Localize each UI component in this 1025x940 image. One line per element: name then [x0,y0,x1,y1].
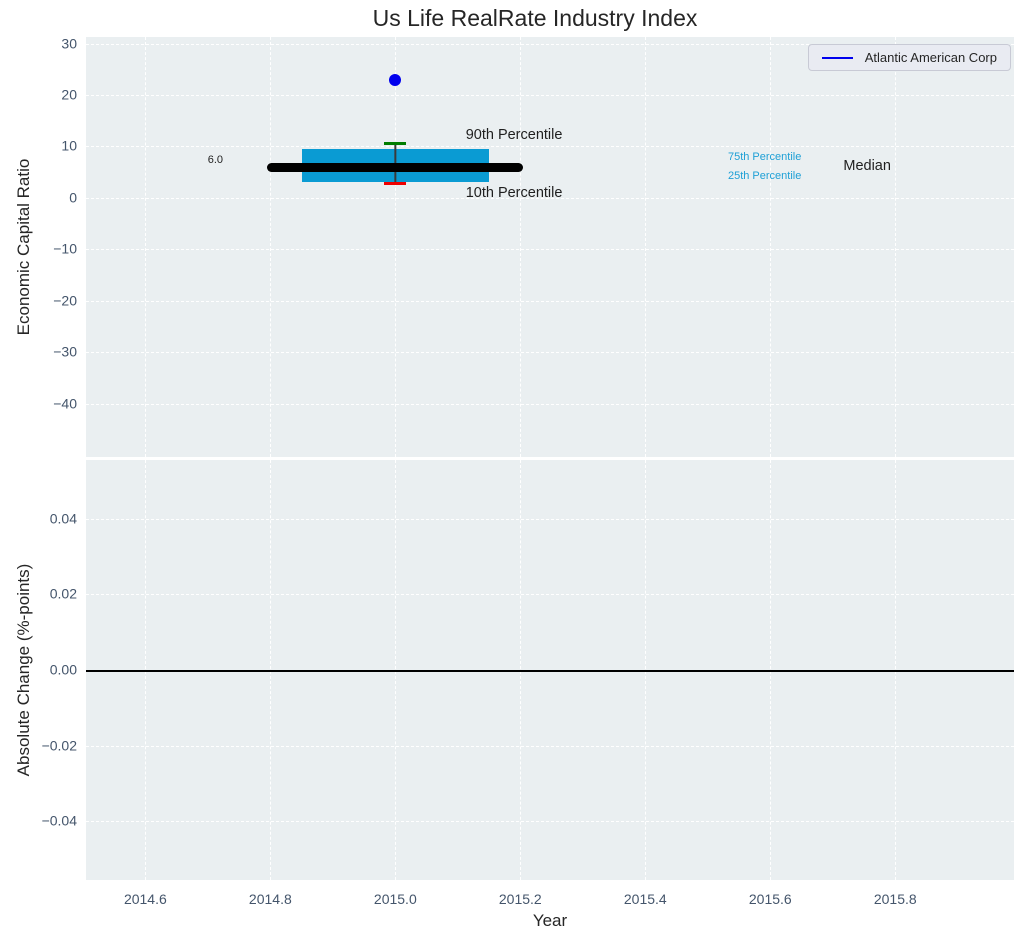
legend-line-sample [821,56,853,59]
median-label: Median [843,158,891,175]
x-tick-label: 2015.2 [498,891,542,907]
p90-label: 90th Percentile [465,126,563,143]
company-point-dot [389,74,402,87]
median-value-label: 6.0 [207,154,223,167]
horizontal-gridline [86,352,1014,354]
y-tick-label: −10 [53,240,77,257]
y-tick-label: −0.04 [41,813,77,830]
zero-change-line [86,670,1014,672]
vertical-gridline [270,37,272,457]
y-tick-label: 30 [61,35,77,52]
p10-label: 10th Percentile [465,184,563,201]
y-tick-label: 0 [69,189,77,206]
horizontal-gridline [86,249,1014,251]
median-line [267,162,524,172]
x-axis-label: Year [532,911,568,930]
y-tick-label: 10 [61,138,77,155]
x-tick-label: 2014.8 [248,891,292,907]
horizontal-gridline [86,821,1014,823]
vertical-gridline [770,37,772,457]
y-tick-label: 20 [61,86,77,103]
x-tick-label: 2015.0 [373,891,417,907]
vertical-gridline [895,37,897,457]
horizontal-gridline [86,146,1014,148]
y-tick-label: −40 [53,395,77,412]
vertical-gridline [645,37,647,457]
y-tick-label: −0.02 [41,737,77,754]
p90-cap [384,142,407,146]
y-tick-label: −30 [53,343,77,360]
vertical-gridline [395,37,397,457]
y-tick-label: −20 [53,292,77,309]
x-tick-label: 2015.6 [748,891,792,907]
p75-label: 75th Percentile [727,150,802,163]
y-tick-label: 0.00 [49,661,77,678]
x-tick-label: 2015.4 [623,891,667,907]
x-tick-label: 2014.6 [123,891,167,907]
x-tick-label: 2015.8 [873,891,917,907]
horizontal-gridline [86,594,1014,596]
legend: Atlantic American Corp [807,44,1011,71]
horizontal-gridline [86,43,1014,45]
horizontal-gridline [86,518,1014,520]
p25-label: 25th Percentile [727,169,802,182]
y-tick-label: 0.02 [49,585,77,602]
bottom-plot-area [86,460,1014,880]
horizontal-gridline [86,300,1014,302]
horizontal-gridline [86,745,1014,747]
y-tick-label: 0.04 [49,510,77,527]
chart-title: Us Life RealRate Industry Index [372,5,698,31]
horizontal-gridline [86,197,1014,199]
vertical-gridline [145,37,147,457]
horizontal-gridline [86,95,1014,97]
horizontal-gridline [86,403,1014,405]
legend-label: Atlantic American Corp [864,50,997,65]
vertical-gridline [520,37,522,457]
p10-cap [384,182,407,185]
top-plot-area: Atlantic American Corp 6.0 90th Percentil… [86,37,1014,457]
